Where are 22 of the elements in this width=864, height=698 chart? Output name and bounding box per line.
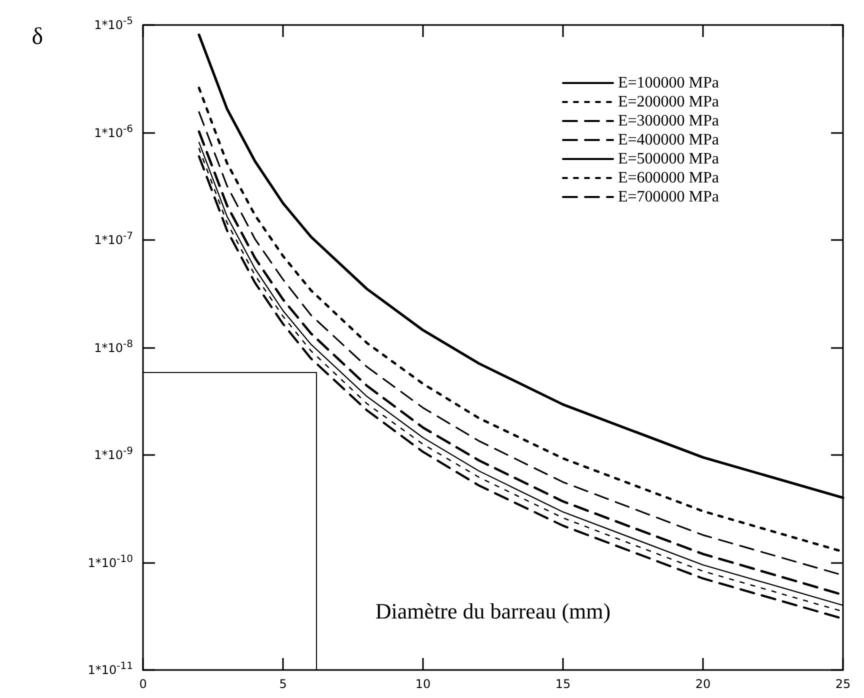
legend-label: E=700000 MPa — [618, 188, 720, 206]
legend-label: E=500000 MPa — [618, 150, 720, 168]
x-tick-label: 0 — [139, 677, 147, 691]
y-tick-label: 1*10$^{-6}$ — [94, 124, 133, 142]
y-tick-label: 1*10$^{-8}$ — [94, 338, 133, 356]
legend-label: E=200000 MPa — [618, 94, 720, 110]
x-tick-label: 20 — [695, 677, 711, 691]
y-tick-label: 1*10$^{-11}$ — [88, 661, 133, 679]
y-tick-label: 1*10$^{-7}$ — [94, 231, 133, 249]
y-tick-label: 1*10$^{-5}$ — [94, 16, 133, 34]
x-tick-label: 15 — [555, 677, 571, 691]
legend-label: E=600000 MPa — [618, 170, 720, 186]
legend-label: E=300000 MPa — [618, 112, 720, 130]
y-axis-title: δ — [32, 24, 43, 50]
legend-label: E=100000 MPa — [618, 74, 720, 92]
y-tick-label: 1*10$^{-10}$ — [88, 554, 133, 572]
x-tick-label: 25 — [835, 677, 851, 691]
x-tick-label: 5 — [279, 677, 287, 691]
legend-label: E=400000 MPa — [618, 132, 720, 148]
y-tick-label: 1*10$^{-9}$ — [94, 446, 133, 464]
x-tick-label: 10 — [415, 677, 431, 691]
x-axis-title: Diamètre du barreau (mm) — [375, 598, 611, 624]
